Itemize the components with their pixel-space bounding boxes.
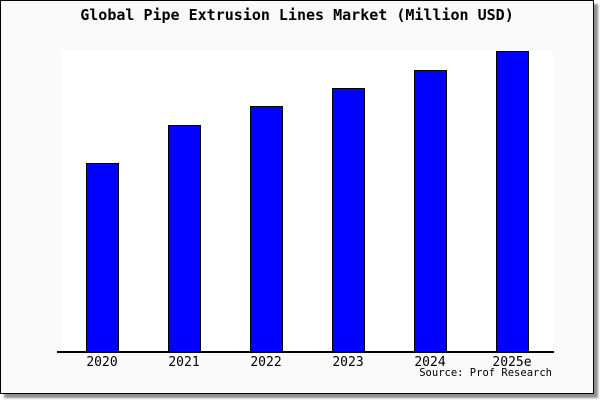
bar-2025e <box>495 51 529 351</box>
bar-2020 <box>85 163 119 351</box>
plot-area <box>61 50 553 351</box>
x-tick-label-2021: 2021 <box>168 355 200 370</box>
bar-2021 <box>167 125 201 351</box>
x-axis-labels: 2020 2021 2022 2023 2024 2025e <box>61 355 553 370</box>
bar-slot-2024 <box>389 50 471 351</box>
bar-slot-2021 <box>143 50 225 351</box>
x-axis-line <box>57 351 554 353</box>
x-tick-label-2025e: 2025e <box>492 355 532 370</box>
bar-2023 <box>331 88 365 351</box>
bar-slot-2023 <box>307 50 389 351</box>
source-text: Source: Prof Research <box>419 367 552 379</box>
bar-slot-2025e <box>471 50 553 351</box>
x-tick-label-2024: 2024 <box>414 355 446 370</box>
bar-slot-2022 <box>225 50 307 351</box>
chart-card: Global Pipe Extrusion Lines Market (Mill… <box>0 0 594 394</box>
bar-2022 <box>249 106 283 351</box>
x-tick-label-2020: 2020 <box>86 355 118 370</box>
x-tick-label-2023: 2023 <box>332 355 364 370</box>
x-tick-label-2022: 2022 <box>250 355 282 370</box>
bar-slot-2020 <box>61 50 143 351</box>
chart-title: Global Pipe Extrusion Lines Market (Mill… <box>80 6 514 24</box>
bar-2024 <box>413 70 447 351</box>
